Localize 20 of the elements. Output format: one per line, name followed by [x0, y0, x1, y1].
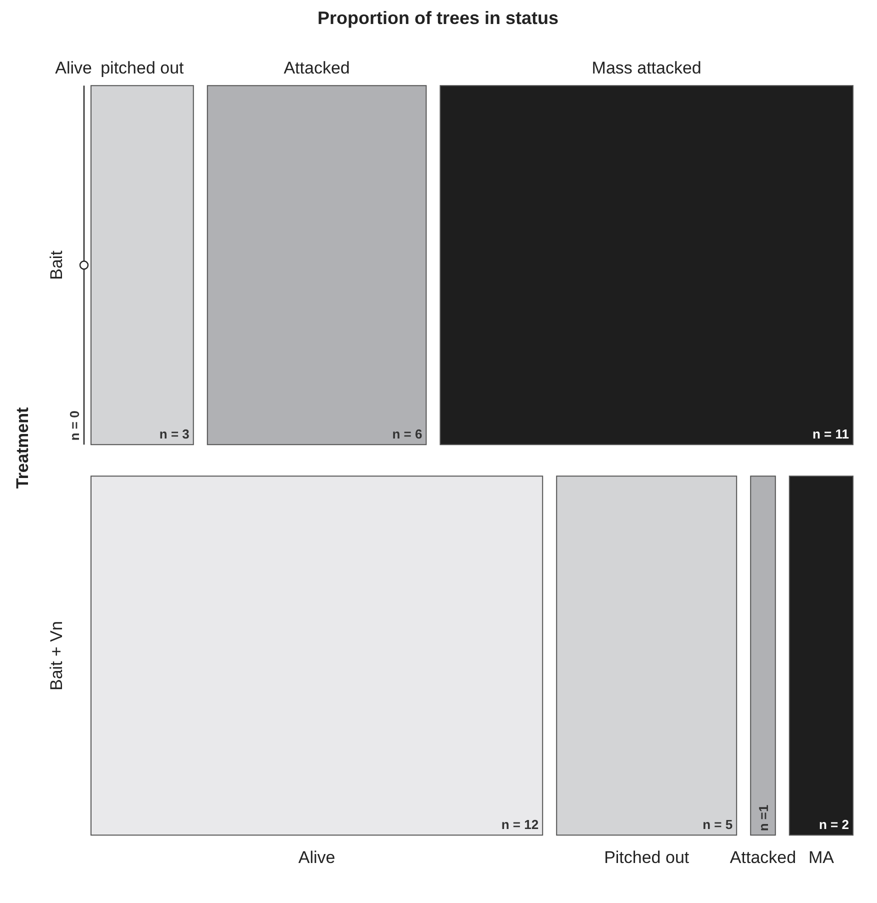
text: pitched out: [100, 58, 184, 78]
data-label: n = 11: [812, 426, 849, 442]
text: Alive: [55, 58, 92, 78]
data-label: n = 0: [67, 410, 82, 441]
data-label: n = 2: [819, 817, 849, 832]
text: Attacked: [730, 848, 796, 868]
text: Mass attacked: [592, 58, 702, 78]
text: Alive: [298, 848, 336, 868]
category-label: Bait: [47, 250, 66, 280]
text: Attacked: [284, 58, 350, 78]
data-label: n = 6: [392, 426, 422, 442]
data-label: n =1: [756, 804, 771, 832]
data-label: n = 12: [501, 817, 539, 832]
data-label: n = 3: [159, 426, 190, 442]
category-label: Bait + Vn: [47, 621, 66, 690]
text: Treatment: [13, 406, 33, 491]
text: MA: [808, 848, 835, 868]
text: Pitched out: [604, 848, 690, 868]
data-label: n = 5: [702, 817, 733, 832]
text: Proportion of trees in status: [316, 8, 560, 29]
